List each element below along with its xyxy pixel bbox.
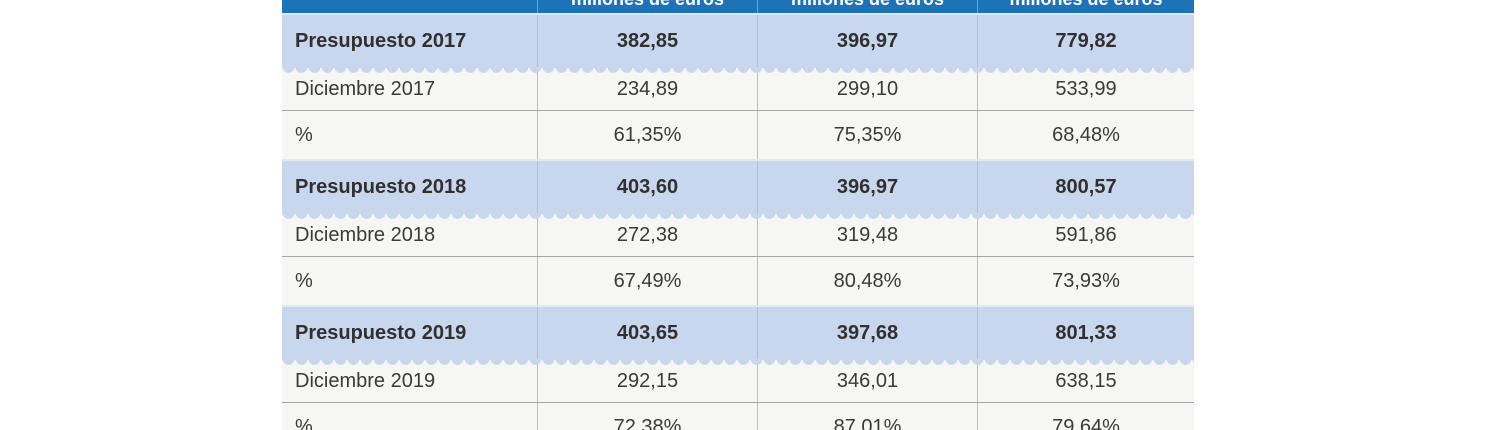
value-cell: 403,65 (538, 307, 758, 360)
value-cell: 234,89 (538, 68, 758, 110)
row-label: % (282, 403, 538, 430)
value-cell: 396,97 (758, 15, 978, 68)
value-cell: 382,85 (538, 15, 758, 68)
value-cell: 638,15 (1055, 369, 1117, 392)
row-label: Diciembre 2019 (282, 360, 538, 402)
value-cell: 801,33 (1055, 322, 1117, 344)
header-cell-millones-3: millones de euros (978, 0, 1194, 13)
value-cell: 72,38% (538, 403, 758, 430)
value-cell: 591,86 (1055, 223, 1117, 246)
value-cell: 396,97 (758, 161, 978, 214)
value-cell: 87,01% (758, 403, 978, 430)
table-row-presupuesto-3: Presupuesto 2018 403,60 396,97 800,57 (282, 159, 1194, 219)
table-body: Presupuesto 2017 382,85 396,97 779,82 Diciem… (282, 13, 1194, 430)
value-cell: 67,49% (538, 257, 758, 305)
value-cell: 73,93% (1052, 269, 1120, 292)
table-row-pct-2: % 61,35% 75,35% 68,48% (282, 111, 1194, 159)
value-cell: 299,10 (758, 68, 978, 110)
value-cell: 346,01 (758, 360, 978, 402)
row-label: % (282, 257, 538, 305)
value-cell: 397,68 (758, 307, 978, 360)
value-cell: 800,57 (1055, 176, 1117, 198)
row-label: Presupuesto 2017 (282, 15, 538, 68)
row-label: % (282, 111, 538, 159)
value-cell: 272,38 (538, 214, 758, 256)
value-cell: 779,82 (1055, 30, 1117, 52)
table-row-diciembre-4: Diciembre 2018 272,38 319,48 591,86 (282, 214, 1194, 257)
header-cell-millones-1: millones de euros (538, 0, 758, 13)
table-row-pct-5: % 67,49% 80,48% 73,93% (282, 257, 1194, 305)
value-cell: 319,48 (758, 214, 978, 256)
table-header-row: millones de euros millones de euros mill… (282, 0, 1194, 13)
value-cell: 79,64% (1052, 415, 1120, 430)
row-label: Presupuesto 2018 (282, 161, 538, 214)
header-cell-millones-2: millones de euros (758, 0, 978, 13)
row-label: Diciembre 2017 (282, 68, 538, 110)
value-cell: 61,35% (538, 111, 758, 159)
row-label: Presupuesto 2019 (282, 307, 538, 360)
value-cell: 533,99 (1055, 77, 1117, 100)
table-row-presupuesto-0: Presupuesto 2017 382,85 396,97 779,82 (282, 13, 1194, 73)
table-row-diciembre-1: Diciembre 2017 234,89 299,10 533,99 (282, 68, 1194, 111)
row-label: Diciembre 2018 (282, 214, 538, 256)
value-cell: 80,48% (758, 257, 978, 305)
value-cell: 68,48% (1052, 123, 1120, 146)
table-row-pct-8: % 72,38% 87,01% 79,64% (282, 403, 1194, 430)
header-cell-empty (282, 0, 538, 13)
value-cell: 75,35% (758, 111, 978, 159)
table-row-diciembre-7: Diciembre 2019 292,15 346,01 638,15 (282, 360, 1194, 403)
value-cell: 403,60 (538, 161, 758, 214)
table-row-presupuesto-6: Presupuesto 2019 403,65 397,68 801,33 (282, 305, 1194, 365)
budget-table: millones de euros millones de euros mill… (282, 0, 1194, 430)
value-cell: 292,15 (538, 360, 758, 402)
